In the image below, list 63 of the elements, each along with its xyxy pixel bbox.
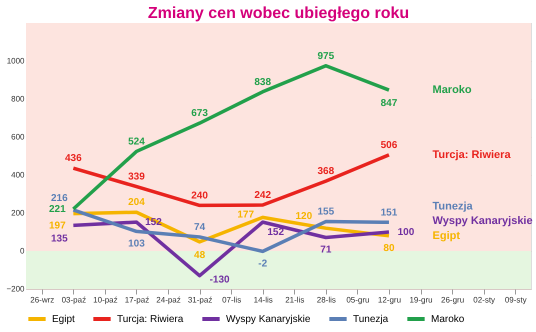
x-tick-label: 24-paź [156, 296, 181, 304]
data-label: 368 [318, 166, 335, 178]
x-tick-label: 12-gru [378, 296, 402, 304]
y-tick-label: 400 [11, 170, 26, 180]
data-label: 151 [380, 207, 398, 218]
text: Turcja: Riwiera [432, 148, 511, 161]
data-label: 506 [380, 140, 398, 151]
data-label: 838 [254, 76, 272, 88]
data-label: 100 [398, 227, 415, 238]
x-tick-label: 03-paź [62, 296, 86, 304]
data-label: 204 [128, 197, 146, 208]
data-label: 71 [320, 244, 332, 256]
data-label: 74 [194, 222, 206, 233]
y-tick-label: 600 [11, 132, 26, 142]
legend-label: Egipt [52, 314, 76, 325]
x-tick-label: 28-lis [316, 296, 336, 304]
data-label: 103 [128, 238, 146, 250]
data-label: 339 [128, 172, 146, 183]
data-label: -2 [258, 258, 268, 270]
x-tick-label: 14-lis [254, 296, 273, 304]
text: Maroko [432, 84, 472, 96]
y-tick-label: 0 [20, 246, 26, 256]
x-tick-label: 31-paź [188, 296, 212, 304]
data-label: 48 [194, 250, 206, 261]
data-label: 177 [237, 209, 254, 220]
legend-label: Maroko [431, 314, 465, 325]
legend-label: Wyspy Kanaryjskie [226, 314, 311, 325]
data-label: 221 [49, 204, 66, 216]
legend-label: Tunezja [353, 314, 389, 325]
data-label: 240 [191, 190, 208, 202]
x-tick-label: 02-sty [473, 296, 496, 304]
text: Wyspy Kanaryjskie [432, 215, 533, 228]
data-label: 524 [128, 136, 146, 148]
data-label: 197 [49, 220, 66, 232]
y-tick-label: −200 [6, 284, 26, 294]
data-label: 135 [51, 233, 68, 244]
text: Tunezja [432, 200, 473, 213]
x-tick-label: 07-lis [222, 296, 242, 304]
data-label: 847 [380, 98, 398, 110]
data-label: 152 [267, 227, 284, 238]
data-label: 242 [254, 190, 272, 202]
x-tick-label: 10-paź [93, 296, 118, 304]
data-label: -130 [210, 274, 230, 286]
legend-label: Turcja: Riwiera [117, 314, 184, 325]
x-tick-label: 19-gru [409, 296, 433, 304]
x-tick-label: 26-wrz [30, 296, 54, 304]
x-tick-label: 26-gru [441, 296, 464, 304]
data-label: 673 [191, 108, 208, 120]
chart-title: Zmiany cen wobec ubiegłego roku [148, 5, 410, 22]
data-label: 975 [318, 50, 335, 62]
y-tick-label: 200 [11, 208, 26, 218]
data-label: 120 [296, 211, 313, 222]
x-tick-label: 05-gru [346, 296, 370, 304]
x-tick-label: 17-paź [124, 296, 150, 304]
y-tick-label: 800 [11, 94, 26, 104]
y-tick-label: 1000 [6, 56, 26, 66]
data-label: 155 [318, 206, 335, 218]
text: Egipt [432, 230, 460, 242]
x-tick-label: 21-lis [285, 296, 304, 304]
data-label: 216 [51, 192, 68, 204]
data-label: 436 [65, 153, 82, 164]
data-label: 80 [383, 242, 395, 254]
x-tick-label: 09-sty [504, 296, 527, 304]
